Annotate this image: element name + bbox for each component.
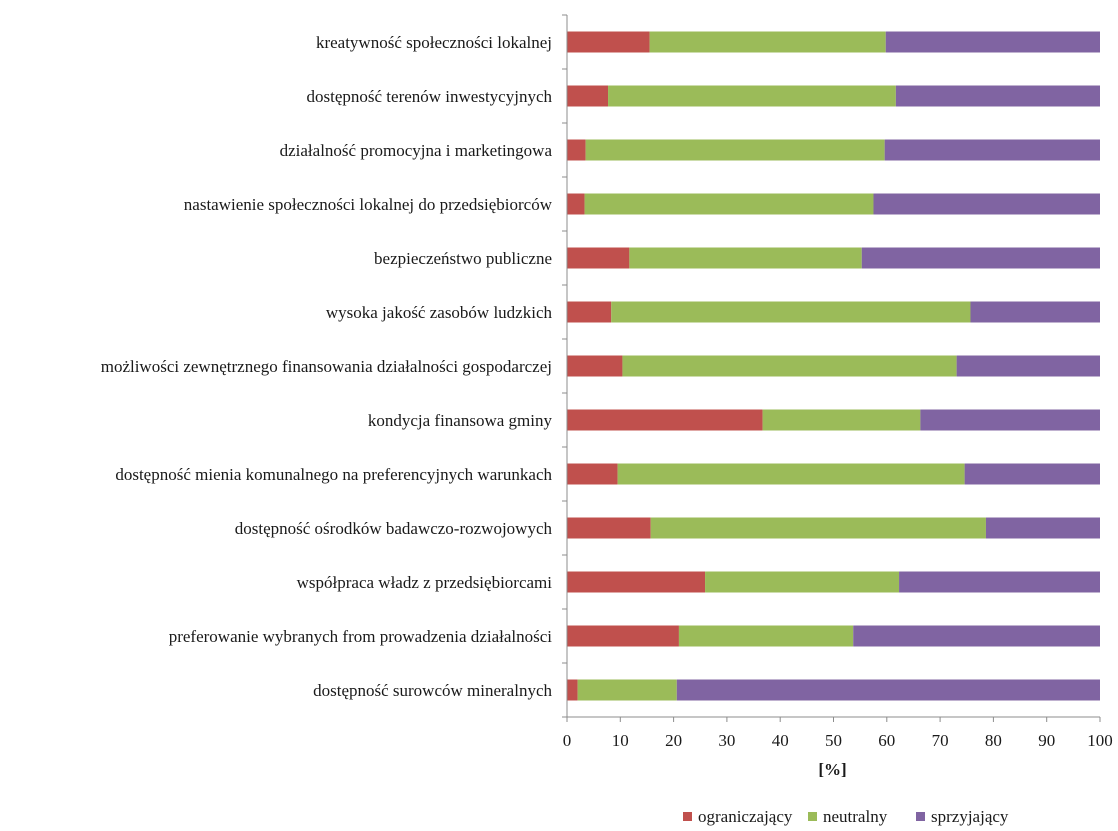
category-label: działalność promocyjna i marketingowa xyxy=(280,141,553,160)
legend-label: neutralny xyxy=(823,807,888,826)
bar-segment-1-row-6 xyxy=(567,301,612,323)
bar-segment-3-row-13 xyxy=(676,679,1100,701)
bar-segment-3-row-9 xyxy=(964,463,1100,485)
x-tick-label: 50 xyxy=(825,731,842,750)
category-labels: kreatywność społeczności lokalnej dostępn… xyxy=(101,33,553,700)
bar-segment-1-row-1 xyxy=(567,31,650,53)
category-label: możliwości zewnętrznego finansowania dzi… xyxy=(101,357,552,376)
category-label: preferowanie wybranych from prowadzenia … xyxy=(169,627,553,646)
category-label: dostępność ośrodków badawczo-rozwojowych xyxy=(235,519,553,538)
bar-segment-2-row-1 xyxy=(649,31,886,53)
category-label: dostępność surowców mineralnych xyxy=(313,681,552,700)
x-tick-label: 60 xyxy=(878,731,895,750)
category-label: współpraca władz z przedsiębiorcami xyxy=(297,573,553,592)
bar-segment-1-row-9 xyxy=(567,463,618,485)
bar-segment-3-row-11 xyxy=(899,571,1100,593)
category-label: kreatywność społeczności lokalnej xyxy=(316,33,552,52)
bars-layer xyxy=(567,31,1100,701)
legend: ograniczający neutralny sprzyjający xyxy=(683,807,1009,826)
bar-segment-1-row-11 xyxy=(567,571,706,593)
legend-swatch xyxy=(916,812,925,821)
bar-segment-3-row-10 xyxy=(985,517,1100,539)
axes-layer xyxy=(562,14,1100,718)
bar-segment-2-row-3 xyxy=(585,139,885,161)
legend-swatch xyxy=(683,812,692,821)
bar-segment-3-row-7 xyxy=(956,355,1100,377)
bar-segment-2-row-2 xyxy=(608,85,896,107)
bar-segment-3-row-8 xyxy=(920,409,1100,431)
bar-segment-1-row-4 xyxy=(567,193,585,215)
x-tick-label: 30 xyxy=(718,731,735,750)
category-label: kondycja finansowa gminy xyxy=(368,411,553,430)
bar-segment-2-row-4 xyxy=(584,193,874,215)
bar-segment-1-row-10 xyxy=(567,517,651,539)
legend-label: sprzyjający xyxy=(931,807,1009,826)
bar-segment-2-row-11 xyxy=(705,571,900,593)
bar-segment-2-row-9 xyxy=(617,463,965,485)
bar-segment-2-row-12 xyxy=(678,625,854,647)
bar-segment-2-row-5 xyxy=(629,247,862,269)
bar-segment-1-row-2 xyxy=(567,85,609,107)
bar-segment-3-row-4 xyxy=(873,193,1100,215)
bar-segment-1-row-7 xyxy=(567,355,623,377)
bar-segment-2-row-13 xyxy=(577,679,677,701)
bar-segment-3-row-12 xyxy=(853,625,1100,647)
bar-segment-3-row-5 xyxy=(861,247,1100,269)
bar-segment-1-row-5 xyxy=(567,247,630,269)
bar-segment-1-row-3 xyxy=(567,139,586,161)
x-tick-label: 100 xyxy=(1087,731,1113,750)
category-label: wysoka jakość zasobów ludzkich xyxy=(326,303,553,322)
category-label: bezpieczeństwo publiczne xyxy=(374,249,552,268)
x-tick-label: 80 xyxy=(985,731,1002,750)
bar-segment-3-row-2 xyxy=(895,85,1100,107)
bar-segment-3-row-3 xyxy=(884,139,1100,161)
category-label: dostępność terenów inwestycyjnych xyxy=(307,87,553,106)
x-tick-label: 20 xyxy=(665,731,682,750)
bar-segment-3-row-1 xyxy=(885,31,1100,53)
bar-segment-2-row-8 xyxy=(762,409,921,431)
x-tick-label: 70 xyxy=(932,731,949,750)
x-tick-label: 10 xyxy=(612,731,629,750)
x-tick-label: 0 xyxy=(563,731,572,750)
x-axis-title: [%] xyxy=(818,760,846,779)
bar-segment-2-row-6 xyxy=(611,301,971,323)
bar-segment-2-row-7 xyxy=(622,355,957,377)
bar-segment-2-row-10 xyxy=(650,517,986,539)
bar-segment-1-row-12 xyxy=(567,625,679,647)
bar-segment-1-row-13 xyxy=(567,679,578,701)
x-tick-label: 90 xyxy=(1038,731,1055,750)
bar-segment-3-row-6 xyxy=(970,301,1100,323)
category-label: dostępność mienia komunalnego na prefere… xyxy=(115,465,552,484)
x-tick-label: 40 xyxy=(772,731,789,750)
legend-swatch xyxy=(808,812,817,821)
x-axis-ticks: 0 10 20 30 40 50 60 70 80 90 100 xyxy=(563,717,1113,750)
bar-segment-1-row-8 xyxy=(567,409,763,431)
legend-label: ograniczający xyxy=(698,807,793,826)
category-label: nastawienie społeczności lokalnej do prz… xyxy=(184,195,553,214)
